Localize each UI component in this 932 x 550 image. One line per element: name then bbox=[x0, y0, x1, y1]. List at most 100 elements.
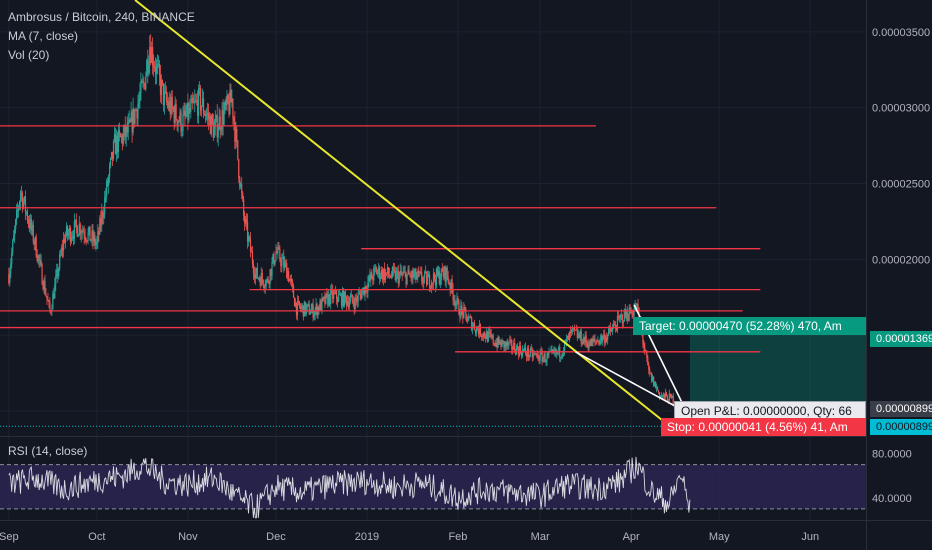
candle-body-242 bbox=[245, 219, 247, 224]
candle-body-186 bbox=[190, 103, 192, 112]
candle-body-639 bbox=[633, 309, 635, 316]
symbol-legend[interactable]: Ambrosus / Bitcoin, 240, BINANCE bbox=[8, 10, 195, 24]
candle-body-622 bbox=[616, 316, 619, 331]
candle-body-369 bbox=[369, 275, 371, 280]
candle-body-17 bbox=[24, 196, 27, 213]
candle-body-667 bbox=[660, 396, 663, 398]
candle-body-218 bbox=[221, 109, 223, 130]
candle-body-435 bbox=[433, 273, 436, 280]
candle-body-398 bbox=[397, 271, 399, 284]
candle-body-676 bbox=[669, 393, 671, 395]
candle-body-615 bbox=[610, 328, 612, 331]
rsi-legend[interactable]: RSI (14, close) bbox=[8, 444, 87, 458]
candle-body-352 bbox=[352, 300, 354, 304]
candle-body-407 bbox=[406, 274, 408, 285]
candle-body-444 bbox=[442, 271, 444, 277]
stop-label[interactable]: Stop: 0.00000041 (4.56%) 41, Am bbox=[661, 418, 866, 436]
candle-body-656 bbox=[650, 373, 652, 375]
candle-body-583 bbox=[578, 334, 580, 338]
candle-body-538 bbox=[534, 353, 536, 355]
candle-body-10 bbox=[17, 207, 20, 211]
candle-body-427 bbox=[426, 272, 428, 285]
candle-body-253 bbox=[255, 267, 257, 274]
candle-body-121 bbox=[126, 125, 128, 133]
candle-body-154 bbox=[158, 63, 161, 76]
candle-body-512 bbox=[509, 340, 511, 343]
candle-body-177 bbox=[181, 130, 183, 132]
time-tick-label-6: Mar bbox=[531, 531, 550, 543]
candle-body-661 bbox=[655, 381, 657, 388]
candle-body-34 bbox=[41, 264, 43, 285]
candle-body-280 bbox=[282, 256, 284, 260]
candle-body-141 bbox=[146, 60, 148, 76]
candle-body-336 bbox=[336, 299, 339, 302]
rsi-tick-label-0: 80.0000 bbox=[872, 449, 912, 461]
candle-body-616 bbox=[610, 330, 613, 332]
candle-body-8 bbox=[16, 210, 18, 220]
candle-body-381 bbox=[381, 269, 383, 277]
candle-body-428 bbox=[427, 277, 429, 285]
target-label[interactable]: Target: 0.00000470 (52.28%) 470, Am bbox=[633, 317, 866, 335]
candle-body-106 bbox=[111, 151, 114, 160]
candle-body-285 bbox=[287, 271, 289, 279]
ma-legend[interactable]: MA (7, close) bbox=[8, 29, 78, 43]
candle-body-41 bbox=[48, 301, 50, 303]
candle-body-120 bbox=[125, 125, 127, 137]
candle-body-475 bbox=[473, 323, 475, 326]
candle-body-449 bbox=[447, 276, 449, 283]
candle-body-15 bbox=[22, 201, 25, 208]
candle-body-203 bbox=[206, 112, 209, 115]
candle-body-609 bbox=[604, 334, 606, 343]
price-tick-label-1: 0.00003000 bbox=[872, 103, 930, 115]
candle-body-356 bbox=[356, 299, 358, 302]
candle-body-599 bbox=[594, 338, 596, 341]
candle-body-349 bbox=[349, 297, 351, 303]
candle-body-197 bbox=[200, 105, 203, 111]
volume-legend[interactable]: Vol (20) bbox=[8, 48, 49, 62]
candle-body-208 bbox=[211, 115, 213, 123]
candle-body-220 bbox=[223, 110, 225, 125]
candle-body-273 bbox=[275, 251, 277, 261]
candle-body-393 bbox=[392, 267, 394, 270]
candle-body-343 bbox=[343, 291, 346, 307]
candle-body-60 bbox=[66, 226, 69, 236]
candle-body-170 bbox=[174, 103, 176, 124]
candle-body-236 bbox=[239, 177, 241, 187]
candle-body-400 bbox=[399, 270, 401, 275]
candle-body-82 bbox=[88, 226, 90, 233]
candle-body-477 bbox=[474, 330, 477, 333]
candle-body-204 bbox=[207, 112, 210, 120]
candle-body-447 bbox=[445, 267, 447, 282]
candle-body-260 bbox=[262, 279, 264, 286]
candle-body-454 bbox=[452, 289, 454, 301]
candle-body-226 bbox=[229, 89, 231, 114]
candle-body-383 bbox=[382, 269, 385, 280]
time-tick-label-7: Apr bbox=[623, 531, 640, 543]
candle-body-265 bbox=[267, 278, 269, 282]
open-pnl-label[interactable]: Open P&L: 0.00000000, Qty: 66 bbox=[674, 401, 866, 419]
candle-body-386 bbox=[385, 272, 388, 274]
candle-body-251 bbox=[253, 273, 256, 279]
candle-body-358 bbox=[358, 292, 360, 295]
candle-body-463 bbox=[461, 305, 463, 310]
candle-body-377 bbox=[377, 272, 379, 275]
candle-body-388 bbox=[387, 267, 390, 275]
candle-body-25 bbox=[32, 224, 34, 242]
candle-body-147 bbox=[152, 47, 154, 66]
candle-body-52 bbox=[59, 254, 61, 269]
candle-body-353 bbox=[353, 303, 355, 310]
candle-body-554 bbox=[550, 349, 552, 352]
candle-body-522 bbox=[519, 345, 521, 356]
candle-body-387 bbox=[386, 267, 389, 274]
candle-body-664 bbox=[657, 390, 660, 393]
candle-body-97 bbox=[103, 214, 105, 218]
candle-body-181 bbox=[185, 115, 187, 117]
candle-body-581 bbox=[576, 330, 578, 338]
candle-body-679 bbox=[672, 395, 674, 405]
candle-body-246 bbox=[248, 236, 251, 239]
candle-body-438 bbox=[436, 268, 439, 276]
candle-body-2 bbox=[10, 263, 12, 273]
candle-body-162 bbox=[166, 100, 168, 103]
